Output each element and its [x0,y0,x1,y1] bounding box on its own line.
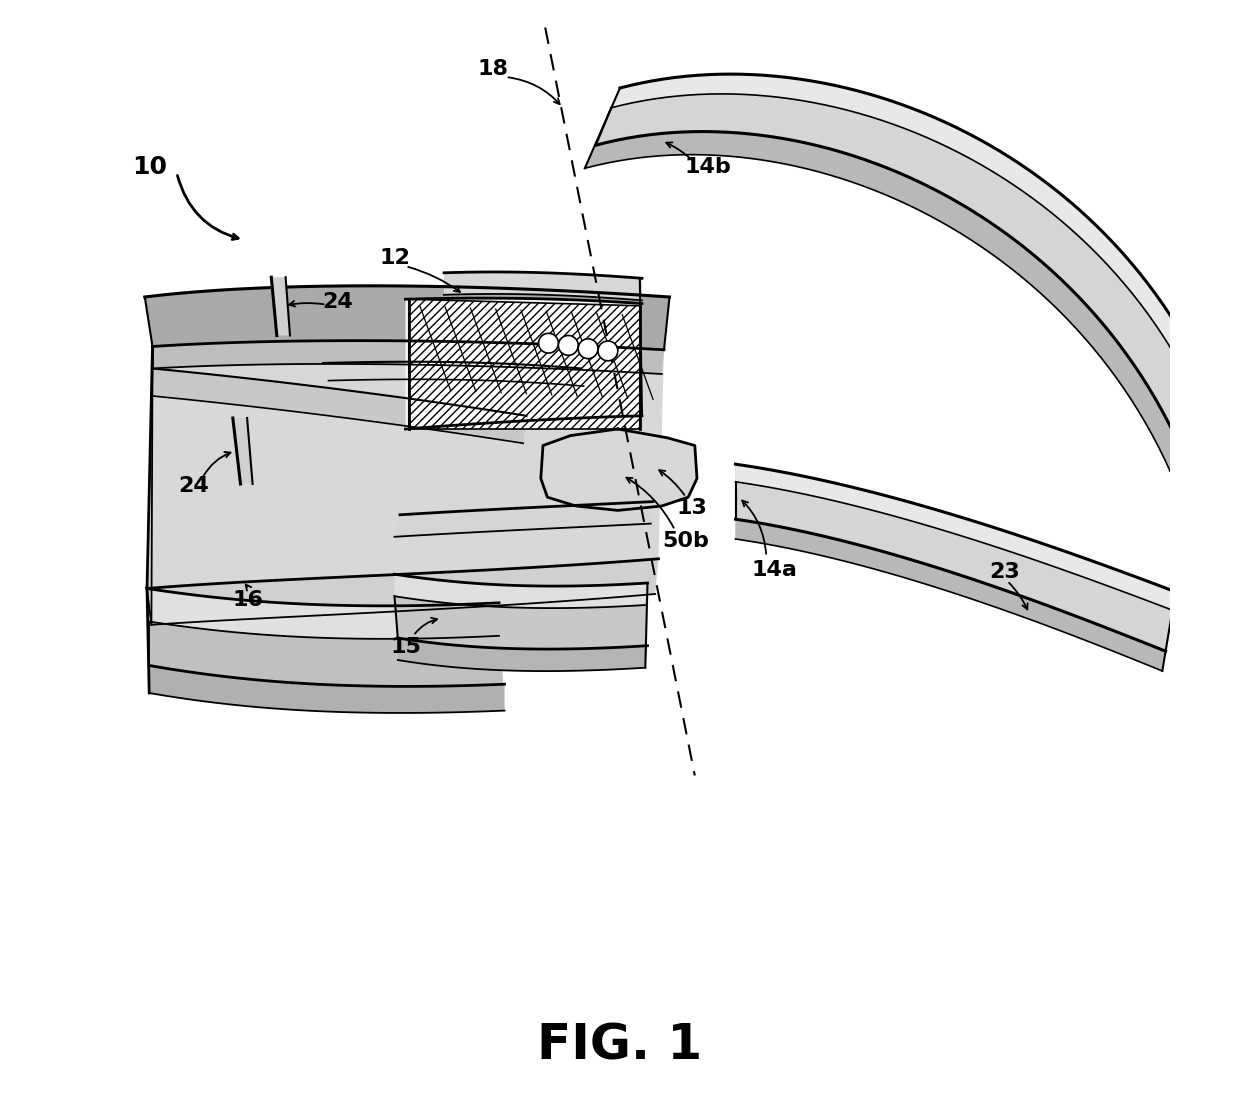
Polygon shape [394,574,647,608]
Text: 16: 16 [233,590,264,609]
Text: 12: 12 [379,249,410,268]
Text: 13: 13 [676,498,707,518]
Polygon shape [585,132,1180,471]
Text: 15: 15 [391,637,420,657]
Polygon shape [585,74,1209,471]
Polygon shape [148,559,658,625]
Polygon shape [394,574,647,671]
Polygon shape [153,368,527,443]
Text: 24: 24 [322,293,352,312]
Polygon shape [148,588,505,713]
Text: 23: 23 [990,562,1021,582]
Polygon shape [405,298,642,429]
Polygon shape [409,299,640,429]
Polygon shape [233,418,253,484]
Polygon shape [735,464,1176,610]
Polygon shape [611,74,1209,405]
Text: 18: 18 [477,59,508,79]
Polygon shape [398,638,647,671]
Text: 14b: 14b [684,157,732,177]
Polygon shape [541,429,697,510]
Circle shape [598,341,618,361]
Polygon shape [148,341,663,588]
Text: 50b: 50b [662,531,709,551]
Polygon shape [735,519,1166,671]
Polygon shape [272,277,290,336]
Polygon shape [149,666,505,713]
Text: 10: 10 [131,155,166,179]
Polygon shape [444,272,642,300]
Polygon shape [735,464,1176,671]
Text: 24: 24 [177,476,208,496]
Polygon shape [735,482,1173,651]
Polygon shape [148,588,498,639]
Polygon shape [595,94,1200,449]
Circle shape [538,333,558,353]
Circle shape [578,339,598,359]
Text: 14a: 14a [751,560,797,580]
Circle shape [558,336,578,355]
Polygon shape [145,286,670,350]
Polygon shape [394,502,653,537]
Text: FIG. 1: FIG. 1 [537,1021,703,1069]
Polygon shape [153,341,663,374]
